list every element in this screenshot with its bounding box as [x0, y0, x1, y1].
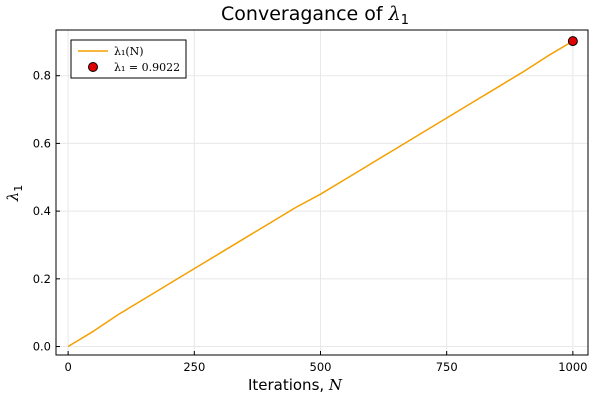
x-tick-label: 250: [183, 360, 205, 374]
series-line-lambda: [67, 40, 574, 348]
y-tick-label: 0.0: [33, 340, 51, 354]
chart-title: Converagance of λ1: [221, 3, 409, 28]
legend: λ₁(N) λ₁ = 0.9022: [70, 39, 187, 79]
x-tick-label: 0: [64, 360, 71, 374]
y-tick-label: 0.6: [33, 136, 51, 150]
y-axis-label: λ1: [4, 185, 25, 203]
legend-box: [70, 39, 187, 79]
y-tick-label: 0.4: [33, 204, 51, 218]
plot-frame: [55, 29, 589, 356]
legend-label-point: λ₁ = 0.9022: [114, 61, 180, 74]
x-tick-label: 1000: [558, 360, 587, 374]
x-axis-label: Iterations, N: [248, 376, 343, 394]
y-tick-label: 0.8: [33, 69, 51, 83]
series-layer: [67, 36, 578, 348]
axis-ticks: 0 250 500 750 1000 0.0 0.2 0.4 0.6 0.8: [33, 69, 588, 374]
x-tick-label: 500: [310, 360, 332, 374]
legend-label-line: λ₁(N): [114, 45, 144, 58]
legend-marker-swatch: [88, 62, 98, 72]
final-value-point: [567, 36, 578, 47]
y-tick-label: 0.2: [33, 272, 51, 286]
x-tick-label: 750: [436, 360, 458, 374]
grid: [56, 30, 588, 355]
